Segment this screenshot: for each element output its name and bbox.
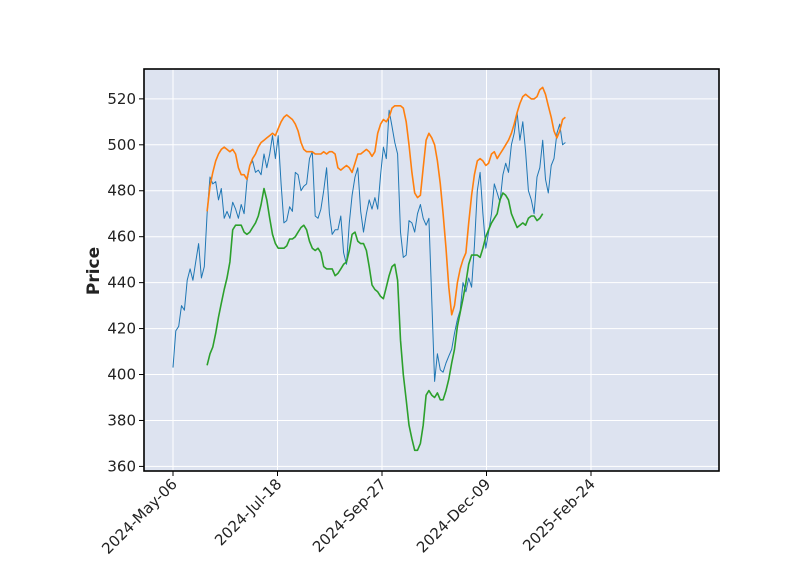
series-line-ma_long xyxy=(206,187,544,452)
data-series xyxy=(172,86,566,452)
y-tick-label: 440 xyxy=(107,274,136,292)
x-tick-label: 2024-May-06 xyxy=(98,475,181,558)
y-tick-label: 380 xyxy=(107,411,136,429)
plot-frame xyxy=(143,68,720,472)
series-line-ma_short xyxy=(206,86,566,316)
y-tick-label: 480 xyxy=(107,182,136,200)
y-tick-label: 400 xyxy=(107,366,136,384)
plot-background xyxy=(144,69,719,471)
y-axis-label: Price xyxy=(84,247,104,295)
y-tick-label: 500 xyxy=(107,136,136,154)
y-tick-label: 360 xyxy=(107,457,136,475)
y-tick-label: 460 xyxy=(107,228,136,246)
y-tick-label: 520 xyxy=(107,90,136,108)
x-axis: 2024-May-06 2024-Jul-18 2024-Sep-27 2024-De… xyxy=(98,471,599,558)
y-axis: 360 380 400 420 440 460 480 500 520 xyxy=(107,90,144,475)
x-tick-label: 2024-Dec-09 xyxy=(413,475,494,556)
y-tick-label: 420 xyxy=(107,320,136,338)
x-tick-label: 2025-Feb-24 xyxy=(519,475,599,555)
x-tick-label: 2024-Jul-18 xyxy=(211,475,285,549)
x-tick-label: 2024-Sep-27 xyxy=(309,475,390,556)
